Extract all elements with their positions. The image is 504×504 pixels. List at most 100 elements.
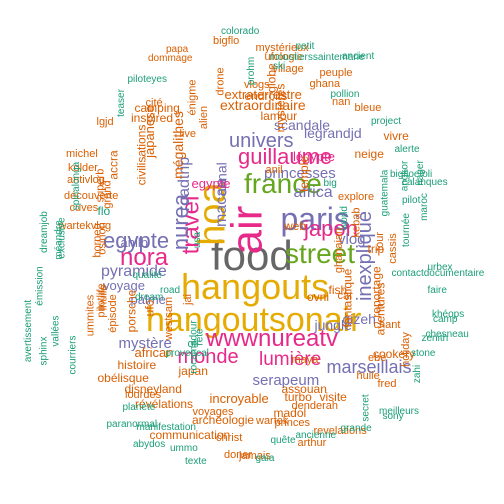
- cloud-word: road: [160, 285, 181, 296]
- cloud-word: vlogs: [244, 78, 270, 91]
- cloud-word: teaser: [115, 89, 127, 117]
- cloud-word: spinalonga: [71, 161, 83, 211]
- cloud-word: anil: [265, 163, 283, 176]
- cloud-word: alerte: [394, 144, 420, 155]
- cloud-word: urbex: [427, 262, 453, 273]
- cloud-word: oli: [187, 337, 199, 350]
- cloud-word: endroits: [244, 89, 288, 103]
- cloud-word: nager: [414, 160, 426, 186]
- cloud-word: osirion: [96, 221, 109, 255]
- cloud-word: qualité: [132, 270, 162, 281]
- cloud-word: marseillais: [326, 357, 412, 377]
- cloud-word: ufologie: [264, 50, 304, 63]
- cloud-word: huile: [356, 369, 380, 382]
- cloud-word: avertissement: [23, 299, 35, 363]
- cloud-word: visite: [319, 390, 347, 404]
- cloud-word: egypte: [191, 175, 231, 191]
- cloud-word: gizeh: [342, 311, 376, 327]
- cloud-word: stone: [411, 348, 436, 359]
- cloud-word: inspired: [131, 111, 174, 125]
- cloud-word: ovni: [307, 290, 330, 304]
- cloud-word: maroc: [418, 193, 430, 221]
- cloud-word: world: [338, 206, 350, 230]
- cloud-word: incroyable: [209, 390, 269, 406]
- cloud-word: mystérieux: [255, 41, 309, 54]
- cloud-word: france: [244, 168, 322, 199]
- cloud-word: mystère: [118, 334, 172, 352]
- cloud-word: usa: [192, 231, 204, 249]
- cloud-word: cuves: [69, 201, 99, 214]
- cloud-word: serapeum: [252, 371, 320, 389]
- cloud-word: neige: [354, 147, 384, 161]
- cloud-word: camping: [134, 101, 180, 115]
- cloud-word: assouan: [281, 382, 327, 396]
- cloud-word: live: [179, 127, 197, 140]
- cloud-word: vlog: [338, 230, 366, 248]
- cloud-word: accra: [106, 150, 121, 180]
- cloud-word: sphinx: [37, 336, 49, 366]
- cloud-word: denderah: [291, 399, 339, 412]
- cloud-word: nora: [120, 244, 169, 271]
- cloud-word: quête: [270, 435, 296, 446]
- cloud-word: madol: [273, 406, 307, 420]
- cloud-word: vallées: [50, 315, 62, 347]
- cloud-word: meilleurs: [379, 406, 420, 417]
- cloud-word: angkor: [398, 160, 410, 192]
- cloud-word: mystères: [272, 83, 287, 133]
- cloud-word: fish: [328, 283, 348, 297]
- cloud-word: petit: [295, 41, 315, 52]
- cloud-word: disneyland: [124, 382, 182, 396]
- cloud-word: chant: [373, 318, 401, 331]
- cloud-word: scandale: [274, 117, 331, 133]
- cloud-word: doner: [224, 448, 253, 461]
- cloud-word: palme: [130, 291, 166, 307]
- cloud-word: communication: [149, 428, 231, 442]
- cloud-word: bleue: [354, 101, 382, 114]
- cloud-word: westsam: [162, 296, 175, 340]
- cloud-word: zénith: [421, 333, 449, 344]
- cloud-word: planète: [122, 402, 156, 413]
- cloud-word: nan: [332, 95, 351, 108]
- cloud-word: bigfloetoli: [390, 169, 433, 180]
- cloud-word: camp: [433, 314, 458, 325]
- cloud-word: street: [285, 238, 356, 269]
- cloud-word: cassis: [386, 232, 399, 264]
- cloud-word: civilisations: [133, 124, 148, 186]
- cloud-word: kebab: [350, 207, 363, 237]
- cloud-word: dream: [135, 292, 164, 303]
- cloud-word: car: [337, 289, 353, 302]
- cloud-word: japon: [304, 216, 358, 241]
- cloud-word: arthur: [297, 436, 327, 449]
- cloud-word: princesses: [264, 164, 336, 182]
- cloud-word: énigme: [186, 78, 199, 116]
- cloud-word: voyage: [103, 277, 145, 293]
- cloud-word: wartekvlog: [58, 219, 112, 232]
- cloud-word: antivlog: [67, 173, 105, 186]
- cloud-word: manifestation: [136, 422, 196, 433]
- cloud-word: texte: [185, 456, 207, 467]
- cloud-word: cité: [145, 96, 163, 109]
- cloud-word: paris: [280, 201, 350, 237]
- cloud-word: food: [211, 232, 293, 279]
- cloud-word: michel: [66, 147, 98, 160]
- cloud-word: colorado: [221, 26, 260, 37]
- cloud-word: ummites: [84, 294, 97, 336]
- cloud-word: guillaume: [238, 144, 333, 169]
- cloud-word: wwwnureatv: [206, 325, 339, 352]
- cloud-word: secret: [360, 394, 372, 422]
- cloud-word: pilot: [402, 195, 421, 206]
- cloud-word: voyages: [192, 405, 234, 418]
- cloud-word: cookery: [373, 347, 416, 361]
- cloud-word: ski: [273, 61, 286, 72]
- cloud-word: pyramide: [101, 263, 167, 280]
- cloud-word: turbo: [284, 390, 312, 404]
- cloud-word: maya: [291, 353, 319, 366]
- cloud-word: bigflo: [213, 34, 240, 47]
- cloud-word: khéops: [432, 309, 465, 320]
- cloud-word: ghanaian: [332, 227, 345, 273]
- cloud-word: jai: [181, 293, 194, 305]
- cloud-word: dreamjob: [38, 211, 50, 253]
- cloud-word: piloteyes: [127, 74, 167, 85]
- cloud-word: drone: [214, 66, 227, 96]
- cloud-word: lumière: [259, 348, 322, 370]
